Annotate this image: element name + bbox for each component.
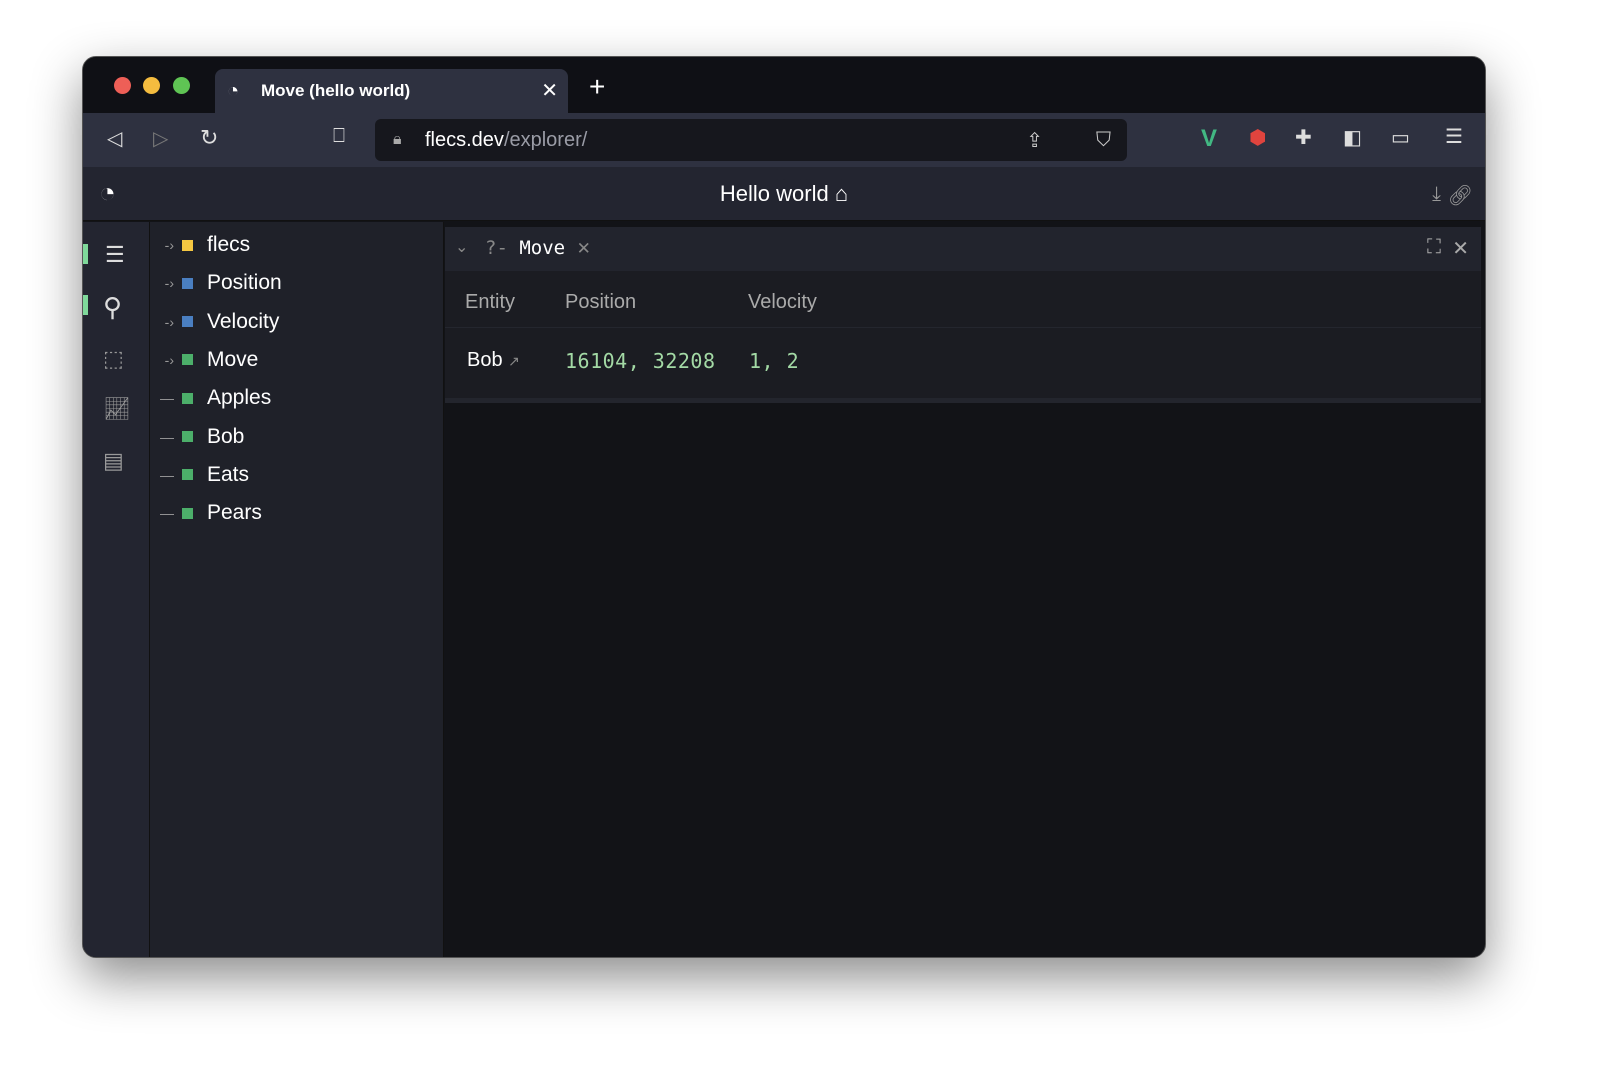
brave-shield-icon[interactable]: ⛉ [1096,128,1111,151]
active-indicator [83,244,88,264]
app-header: ◔ Hello world ⌂ ⤓ 🔗︎ [83,167,1485,221]
entity-color-icon [182,431,193,442]
tree-item-label: Velocity [207,309,280,333]
tree-line: — [160,390,174,407]
tree-item-label: Bob [207,424,245,448]
query-panel: ⌄ ?- Move ✕ ⛶ ✕ Entity Position Velocity… [445,227,1481,957]
chart-icon[interactable]: 📈︎ [103,396,131,421]
url-path: /explorer/ [503,128,588,151]
close-tab-icon[interactable]: ✕ [541,80,558,102]
tab-bar: ◔ Move (hello world) ✕ + [83,57,1485,113]
bookmark-icon[interactable]: ⎕ [333,125,345,147]
tree-item[interactable]: -› flecs [150,226,251,264]
collapse-icon[interactable]: ⌄ [455,239,469,256]
query-name[interactable]: Move [519,237,566,259]
browser-toolbar: ◁ ▷ ↻ ⎕ 🔒︎ flecs.dev/explorer/ ⇪ ⛉ V ⬢ ✚… [83,113,1485,167]
entity-color-icon [182,316,193,328]
url-host: flecs.dev [425,128,504,151]
expand-arrow-icon[interactable]: -› [164,275,174,292]
flecs-logo-icon: ◔ [227,79,240,102]
table-icon[interactable]: ▤ [103,448,124,473]
inspector-icon[interactable]: ⬚ [103,346,124,371]
minimize-window-button[interactable] [143,77,160,94]
results-table: Entity Position Velocity Bob ↗ 16104, 32… [445,271,1481,403]
tree-item-label: Move [207,347,259,371]
expand-arrow-icon[interactable]: -› [164,237,174,253]
browser-tab[interactable]: ◔ Move (hello world) ✕ [215,69,568,113]
tree-item-label: Eats [207,462,250,486]
puzzle-icon[interactable]: ✚ [1295,127,1312,149]
entity-color-icon [182,277,193,289]
table-cell-velocity: 1, 2 [749,349,800,373]
entity-color-icon [182,239,193,251]
close-window-button[interactable] [114,77,131,94]
entity-color-icon [182,354,193,366]
vue-devtools-icon[interactable]: V [1201,125,1218,152]
tree-item[interactable]: — Pears [150,494,262,532]
download-icon[interactable]: ⤓ [1432,183,1441,205]
flecs-logo-icon: ◔ [99,177,116,208]
entity-color-icon [182,469,193,481]
search-icon[interactable]: ⚲ [103,292,123,322]
column-header-velocity: Velocity [748,291,817,313]
forward-icon[interactable]: ▷ [153,128,169,150]
nav-rail: ☰ ⚲ ⬚ 📈︎ ▤ [83,222,150,957]
tree-item[interactable]: — Apples [150,379,271,417]
tree-line: — [160,505,174,522]
lock-icon: 🔒︎ [393,131,402,148]
new-tab-button[interactable]: + [589,71,606,102]
tree-item[interactable]: — Bob [150,418,244,456]
app-title: Hello world [719,181,829,206]
back-icon[interactable]: ◁ [107,128,123,150]
entity-tree: -› flecs -› Position -› Velocity -› Move — Apples… [150,222,444,957]
address-bar[interactable]: 🔒︎ flecs.dev/explorer/ ⇪ ⛉ [375,119,1127,161]
menu-icon[interactable]: ☰ [1445,126,1463,148]
remote-icon[interactable]: ⌂ [834,181,849,206]
clear-query-icon[interactable]: ✕ [576,239,591,259]
table-cell-position: 16104, 32208 [565,349,716,373]
tree-icon[interactable]: ☰ [105,242,125,267]
fullscreen-icon[interactable]: ⛶ [1427,236,1441,258]
table-row-entity[interactable]: Bob ↗ [467,349,520,371]
wallet-icon[interactable]: ▭ [1391,127,1410,149]
tree-line: — [160,428,174,445]
active-indicator [83,295,88,315]
sidebar-icon[interactable]: ◧ [1343,127,1362,149]
reload-icon[interactable]: ↻ [200,125,219,150]
entity-color-icon [182,392,193,404]
extension-icon[interactable]: ⬢ [1249,127,1267,149]
share-icon[interactable]: ⇪ [1026,129,1043,152]
tree-item[interactable]: -› Position [150,264,282,302]
tree-item[interactable]: — Eats [150,456,249,494]
maximize-window-button[interactable] [173,77,190,94]
link-icon[interactable]: 🔗︎ [1447,185,1473,207]
column-header-entity: Entity [465,291,516,313]
close-panel-icon[interactable]: ✕ [1452,238,1469,260]
tree-item-label: Pears [207,501,262,525]
expand-arrow-icon[interactable]: -› [164,313,174,330]
open-entity-icon[interactable]: ↗ [508,353,520,369]
query-prefix: ?- [485,237,508,259]
column-header-position: Position [565,291,637,313]
tree-item[interactable]: -› Velocity [150,303,280,341]
tree-item[interactable]: -› Move [150,341,259,379]
tab-title: Move (hello world) [261,81,411,100]
panel-header: ⌄ ?- Move ✕ ⛶ ✕ [445,227,1481,271]
browser-window: ◔ Move (hello world) ✕ + ◁ ▷ ↻ ⎕ 🔒︎ flec… [82,56,1486,958]
tree-item-label: Apples [207,386,272,410]
tree-item-label: flecs [207,233,251,256]
tree-line: — [160,466,174,483]
tree-item-label: Position [207,271,282,295]
entity-color-icon [182,507,193,519]
expand-arrow-icon[interactable]: -› [164,351,174,368]
